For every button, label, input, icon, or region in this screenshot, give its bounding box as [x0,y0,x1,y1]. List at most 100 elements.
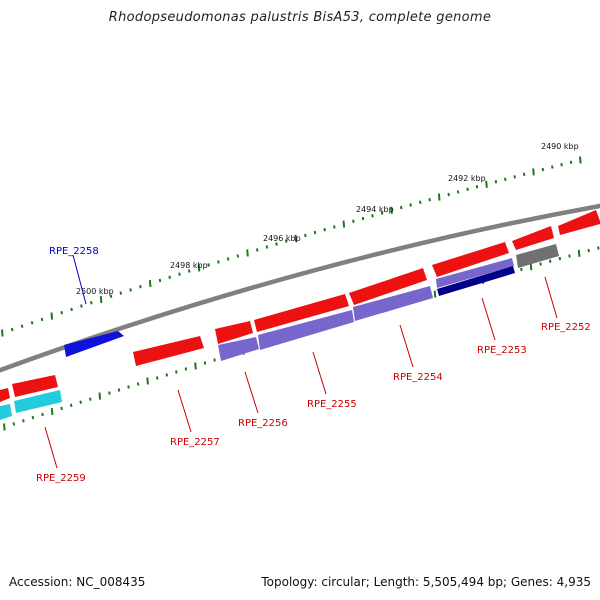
outer-minor-tick [40,317,44,322]
inner-minor-tick [60,406,63,411]
inner-major-tick [146,377,149,385]
outer-minor-tick [70,307,73,312]
outer-minor-tick [30,321,34,325]
outer-minor-tick [323,228,326,232]
kbp-label-2490: 2490 kbp [541,142,579,151]
inner-minor-tick [184,367,188,371]
outer-minor-tick [333,225,336,229]
gene-rpe-2257[interactable] [133,336,204,366]
inner-minor-tick [539,262,542,266]
inner-minor-tick [213,358,216,362]
gene-rpe-2258[interactable] [64,331,124,357]
accession-text: Accession: NC_008435 [9,575,146,589]
gene-rpe-2252-arrow[interactable] [558,210,600,235]
outer-minor-tick [158,278,162,283]
outer-major-tick [437,193,441,201]
outer-minor-tick [60,311,63,315]
outer-major-tick [579,156,582,164]
outer-tick-ring [1,156,582,337]
outer-minor-tick [418,200,422,204]
outer-minor-tick [361,216,365,221]
label-rpe-2255[interactable]: RPE_2255 [307,399,357,410]
outer-major-tick [390,206,393,214]
outer-minor-tick [494,180,498,184]
kbp-label-2496: 2496 kbp [263,234,301,243]
outer-major-tick [197,264,201,272]
outer-minor-tick [504,177,507,181]
outer-major-tick [294,234,298,242]
inner-major-tick [98,392,102,400]
outer-minor-tick [236,254,240,258]
label-rpe-2259[interactable]: RPE_2259 [36,473,86,484]
outer-minor-tick [399,205,403,210]
leader-rpe-2256 [244,371,259,414]
leader-rpe-2258 [72,254,87,305]
outer-minor-tick [80,304,83,308]
inner-minor-tick [165,373,169,377]
outer-minor-tick [551,165,554,169]
label-rpe-2253[interactable]: RPE_2253 [477,345,527,356]
inner-minor-tick [558,256,562,261]
outer-minor-tick [560,163,563,167]
kbp-label-2492: 2492 kbp [448,174,486,183]
inner-minor-tick [175,370,178,374]
outer-minor-tick [90,301,93,305]
outer-minor-tick [541,167,545,172]
kbp-label-2498: 2498 kbp [170,261,208,270]
inner-major-tick [529,263,533,271]
outer-minor-tick [447,192,450,197]
gene-rpe-2255-domain[interactable] [258,310,354,350]
label-rpe-2257[interactable]: RPE_2257 [170,437,220,448]
inner-minor-tick [22,419,25,423]
gene-rpe-2254[interactable] [349,268,427,305]
gene-rpe-2253[interactable] [432,242,509,277]
gene-rpe-2256[interactable] [215,321,253,344]
outer-minor-tick [522,172,526,176]
outer-minor-tick [207,263,210,267]
gene-rpe-2259[interactable] [12,375,58,397]
outer-minor-tick [178,272,181,276]
inner-minor-tick [597,246,600,250]
gene-rpe-2256-domain[interactable] [218,337,259,361]
outer-minor-tick [569,160,573,164]
inner-major-tick [3,423,6,431]
outer-minor-tick [284,239,288,243]
inner-minor-tick [69,403,73,407]
inner-minor-tick [136,382,140,386]
gene-rpe-2253-arrow[interactable] [512,226,554,250]
inner-major-tick [577,249,581,257]
outer-major-tick [342,220,346,228]
outer-minor-tick [313,230,317,235]
label-rpe-2254[interactable]: RPE_2254 [393,372,443,383]
outer-minor-tick [265,245,269,249]
outer-minor-tick [513,175,516,179]
inner-minor-tick [127,385,130,389]
label-rpe-2252[interactable]: RPE_2252 [541,322,591,333]
gene-rpe-2255[interactable] [254,294,349,332]
inner-minor-tick [89,397,92,401]
leader-rpe-2254 [399,324,414,368]
genome-summary-text: Topology: circular; Length: 5,505,494 bp… [261,575,591,589]
gene-rpe-2252-domain[interactable] [516,244,559,268]
inner-major-tick [433,290,437,298]
gene-edge-red[interactable] [0,388,10,402]
leader-rpe-2252 [544,276,558,319]
genome-title: Rhodopseudomonas palustris BisA53, compl… [108,10,492,25]
inner-minor-tick [31,415,35,420]
leader-rpe-2257 [177,389,192,433]
inner-minor-tick [568,254,571,258]
inner-minor-tick [520,267,523,272]
outer-major-tick [148,280,152,288]
gene-edge-cyan[interactable] [0,404,12,420]
gene-rpe-2259-domain[interactable] [14,390,62,413]
gene-rpe-2253-domain[interactable] [436,258,514,288]
label-rpe-2256[interactable]: RPE_2256 [238,418,288,429]
label-rpe-2258[interactable]: RPE_2258 [49,246,99,257]
gene-rpe-2254-domain[interactable] [353,286,433,321]
inner-minor-tick [79,400,82,404]
inner-minor-tick [155,376,159,380]
gene-rpe-2253-domain-2[interactable] [437,266,515,296]
inner-minor-tick [587,248,590,253]
outer-minor-tick [255,248,259,252]
